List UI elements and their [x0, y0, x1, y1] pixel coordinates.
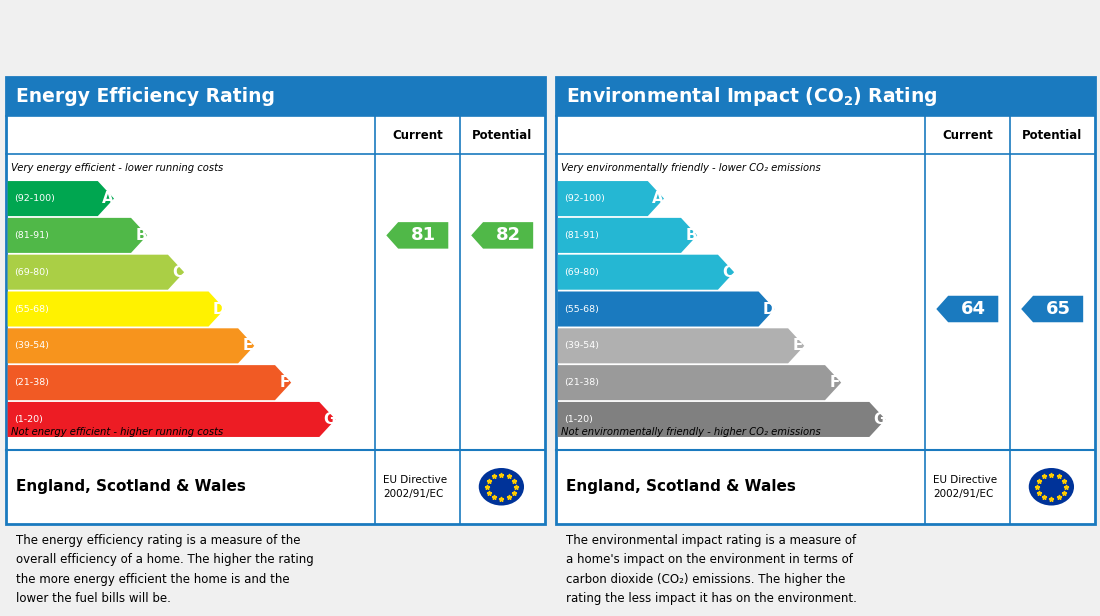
Text: (21-38): (21-38)	[14, 378, 50, 387]
Text: B: B	[685, 228, 697, 243]
Polygon shape	[558, 328, 804, 363]
Text: Current: Current	[392, 129, 442, 142]
Text: (39-54): (39-54)	[14, 341, 50, 351]
Text: The energy efficiency rating is a measure of the
overall efficiency of a home. T: The energy efficiency rating is a measur…	[16, 533, 313, 605]
Polygon shape	[8, 254, 184, 290]
Text: (1-20): (1-20)	[14, 415, 43, 424]
Polygon shape	[8, 365, 292, 400]
Text: England, Scotland & Wales: England, Scotland & Wales	[566, 479, 796, 494]
Text: EU Directive
2002/91/EC: EU Directive 2002/91/EC	[933, 475, 997, 499]
Text: F: F	[279, 375, 289, 390]
Text: (81-91): (81-91)	[14, 231, 50, 240]
Polygon shape	[558, 254, 734, 290]
Text: E: E	[242, 338, 253, 354]
Text: A: A	[652, 191, 664, 206]
Circle shape	[478, 468, 524, 506]
Polygon shape	[558, 365, 842, 400]
Text: G: G	[873, 412, 887, 427]
Bar	[6, 77, 544, 116]
Text: (92-100): (92-100)	[14, 194, 55, 203]
Polygon shape	[558, 291, 774, 326]
Polygon shape	[558, 402, 886, 437]
Polygon shape	[558, 218, 697, 253]
Text: (69-80): (69-80)	[564, 268, 600, 277]
Bar	[556, 77, 1094, 116]
Text: D: D	[763, 301, 776, 317]
Text: (81-91): (81-91)	[564, 231, 600, 240]
Text: The environmental impact rating is a measure of
a home's impact on the environme: The environmental impact rating is a mea…	[566, 533, 857, 605]
Text: (55-68): (55-68)	[14, 304, 50, 314]
Text: 65: 65	[1046, 300, 1070, 318]
FancyBboxPatch shape	[556, 77, 1094, 524]
Text: A: A	[102, 191, 114, 206]
Text: Very energy efficient - lower running costs: Very energy efficient - lower running co…	[11, 163, 223, 172]
Text: (1-20): (1-20)	[564, 415, 593, 424]
Text: C: C	[723, 265, 734, 280]
Polygon shape	[471, 222, 534, 249]
Text: Current: Current	[942, 129, 992, 142]
Text: Potential: Potential	[1022, 129, 1082, 142]
Text: B: B	[135, 228, 147, 243]
Text: Not energy efficient - higher running costs: Not energy efficient - higher running co…	[11, 427, 223, 437]
Text: England, Scotland & Wales: England, Scotland & Wales	[16, 479, 246, 494]
Circle shape	[1028, 468, 1074, 506]
Text: F: F	[829, 375, 839, 390]
Text: (92-100): (92-100)	[564, 194, 605, 203]
Text: Potential: Potential	[472, 129, 532, 142]
FancyBboxPatch shape	[6, 77, 544, 524]
Text: (69-80): (69-80)	[14, 268, 50, 277]
Text: (39-54): (39-54)	[564, 341, 600, 351]
Polygon shape	[8, 291, 224, 326]
Polygon shape	[8, 402, 336, 437]
Polygon shape	[8, 181, 114, 216]
Text: $\mathbf{Environmental\ Impact\ (CO_2)\ Rating}$: $\mathbf{Environmental\ Impact\ (CO_2)\ …	[566, 85, 937, 108]
Polygon shape	[1021, 296, 1084, 322]
Text: Energy Efficiency Rating: Energy Efficiency Rating	[16, 87, 275, 106]
Text: (21-38): (21-38)	[564, 378, 600, 387]
Text: C: C	[173, 265, 184, 280]
Text: E: E	[792, 338, 803, 354]
Text: 81: 81	[410, 227, 436, 245]
Polygon shape	[8, 218, 147, 253]
Text: Not environmentally friendly - higher CO₂ emissions: Not environmentally friendly - higher CO…	[561, 427, 821, 437]
Text: Very environmentally friendly - lower CO₂ emissions: Very environmentally friendly - lower CO…	[561, 163, 821, 172]
Polygon shape	[936, 296, 999, 322]
Text: D: D	[213, 301, 226, 317]
Text: (55-68): (55-68)	[564, 304, 600, 314]
Polygon shape	[386, 222, 449, 249]
Text: 82: 82	[496, 227, 520, 245]
Text: EU Directive
2002/91/EC: EU Directive 2002/91/EC	[383, 475, 447, 499]
Text: 64: 64	[960, 300, 986, 318]
Text: G: G	[323, 412, 337, 427]
Polygon shape	[558, 181, 664, 216]
Polygon shape	[8, 328, 254, 363]
